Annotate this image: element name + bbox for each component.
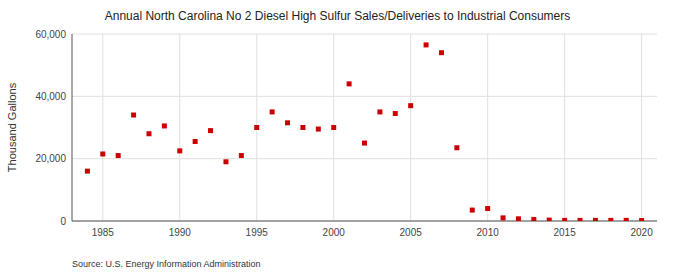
x-tick-label: 1990 <box>169 227 192 238</box>
point <box>177 148 182 153</box>
point <box>485 206 490 211</box>
point <box>578 218 583 221</box>
y-grid-line <box>72 96 657 97</box>
x-tick-label: 2000 <box>323 227 346 238</box>
y-tick-label: 40,000 <box>35 91 66 102</box>
x-grid-line <box>564 34 565 221</box>
x-axis-line <box>72 221 657 222</box>
y-grid-line <box>72 221 657 222</box>
point <box>316 127 321 132</box>
point <box>223 159 228 164</box>
point <box>362 141 367 146</box>
point <box>639 218 644 221</box>
point <box>254 125 259 130</box>
x-tick-label: 2005 <box>400 227 423 238</box>
point <box>501 215 506 220</box>
point <box>377 109 382 114</box>
x-grid-line <box>641 34 642 221</box>
x-grid-line <box>179 34 180 221</box>
point <box>162 123 167 128</box>
point <box>285 120 290 125</box>
y-grid-line <box>72 34 657 35</box>
point <box>593 218 598 221</box>
x-tick-label: 1985 <box>92 227 115 238</box>
point <box>608 218 613 221</box>
point <box>239 153 244 158</box>
point <box>547 218 552 221</box>
point <box>516 216 521 221</box>
x-grid-line <box>102 34 103 221</box>
point <box>208 128 213 133</box>
x-tick-label: 2020 <box>630 227 653 238</box>
point <box>439 50 444 55</box>
y-tick-label: 20,000 <box>35 153 66 164</box>
point <box>454 145 459 150</box>
point <box>424 42 429 47</box>
title: Annual North Carolina No 2 Diesel High S… <box>105 9 571 23</box>
point <box>116 153 121 158</box>
point <box>331 125 336 130</box>
x-tick-label: 2010 <box>477 227 500 238</box>
point <box>270 109 275 114</box>
point <box>131 113 136 118</box>
point <box>100 151 105 156</box>
chart: Annual North Carolina No 2 Diesel High S… <box>0 0 675 275</box>
y-axis-line <box>72 34 73 221</box>
point <box>193 139 198 144</box>
x-grid-line <box>487 34 488 221</box>
point <box>146 131 151 136</box>
y-grid-line <box>72 158 657 159</box>
source-note: Source: U.S. Energy Information Administ… <box>72 259 261 269</box>
y-tick-label: 0 <box>60 216 66 227</box>
point <box>393 111 398 116</box>
point <box>300 125 305 130</box>
x-tick-label: 1995 <box>246 227 269 238</box>
point <box>347 81 352 86</box>
point <box>531 217 536 221</box>
point <box>85 169 90 174</box>
y-tick-label: 60,000 <box>35 29 66 40</box>
grid <box>72 34 657 221</box>
point <box>470 208 475 213</box>
point <box>562 218 567 221</box>
point <box>408 103 413 108</box>
points <box>85 42 644 221</box>
y-axis-label: Thousand Gallons <box>6 82 18 172</box>
x-tick-label: 2015 <box>554 227 577 238</box>
point <box>624 218 629 221</box>
x-grid-line <box>410 34 411 221</box>
